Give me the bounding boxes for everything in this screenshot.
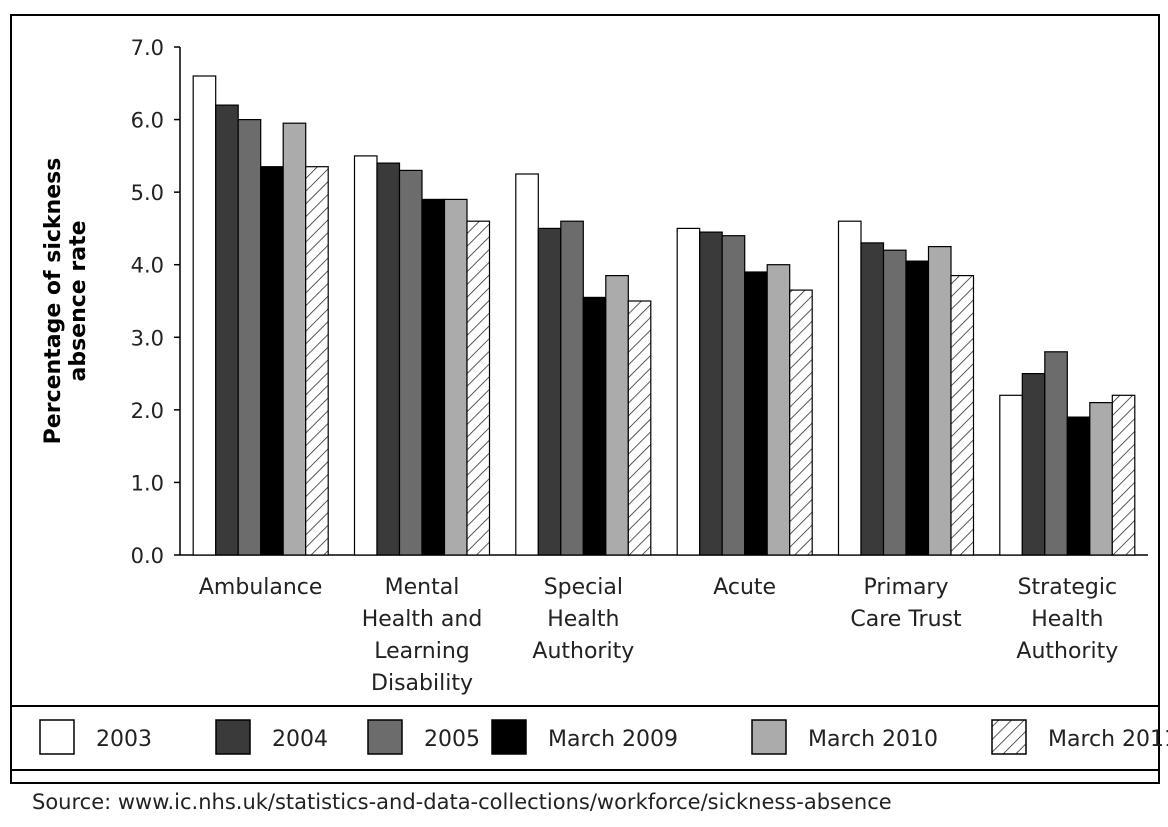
y-axis: 0.0 1.0 2.0 3.0 4.0 5.0 6.0 7.0 Percentage of si…	[41, 36, 1148, 568]
legend: 2003 2004 2005 March 2009 March 2010 March 20…	[12, 705, 1168, 771]
bar-2005	[1044, 351, 1068, 556]
y-tick-label: 5.0	[131, 181, 164, 205]
bar-march-2010	[766, 264, 791, 556]
bar-2003	[192, 75, 217, 556]
bar-2003	[999, 394, 1023, 556]
legend-label: 2005	[424, 727, 480, 752]
bar-march-2011	[305, 166, 329, 556]
bar-2003	[353, 155, 378, 556]
bar-march-2010	[1089, 402, 1113, 556]
bar-2003	[515, 173, 539, 556]
figure-frame	[10, 14, 1160, 784]
y-tick-label: 0.0	[131, 544, 164, 568]
x-category-label: Acute	[713, 575, 776, 600]
y-tick-label: 6.0	[131, 109, 164, 133]
bar-march-2009	[260, 166, 284, 556]
bar-march-2009	[905, 260, 930, 556]
bar-march-2011	[627, 300, 652, 556]
x-category-label: Learning	[374, 639, 470, 664]
x-category-label: Health	[1031, 607, 1103, 632]
bar-2004	[1021, 373, 1046, 556]
bar-march-2009	[744, 271, 768, 556]
bar-march-2009	[582, 296, 607, 556]
bar-march-2011	[466, 220, 491, 556]
x-category-label: Authority	[1016, 639, 1118, 664]
bar-march-2009	[1066, 416, 1091, 556]
x-category-label: Primary	[863, 575, 948, 600]
legend-label: March 2009	[548, 727, 678, 752]
x-category-label: Ambulance	[199, 575, 323, 600]
bar-2005	[398, 169, 423, 556]
y-tick-label: 4.0	[131, 254, 164, 278]
y-axis-title: Percentage of sicknessabsence rate	[41, 158, 91, 445]
legend-swatch	[991, 719, 1027, 755]
x-category-label: Health and	[362, 607, 483, 632]
y-tick-label: 1.0	[131, 471, 164, 495]
bar-march-2010	[282, 122, 307, 556]
bar-march-2010	[605, 275, 629, 556]
legend-label: 2004	[272, 727, 328, 752]
x-category-label: Health	[547, 607, 619, 632]
x-category-label: Strategic	[1018, 575, 1117, 600]
legend-swatch	[39, 719, 75, 755]
bar-2003	[837, 220, 862, 556]
bars	[192, 75, 1136, 556]
x-category-label: Special	[544, 575, 623, 600]
bar-2003	[676, 227, 701, 556]
bar-2004	[860, 242, 885, 556]
x-axis-labels: Ambulance Mental Health and Learning Disabil…	[199, 575, 1118, 696]
legend-label: March 2010	[808, 727, 938, 752]
bar-2004	[376, 162, 401, 556]
legend-swatch	[751, 719, 787, 755]
y-tick-label: 3.0	[131, 326, 164, 350]
x-category-label: Disability	[371, 671, 473, 696]
bar-2004	[537, 227, 562, 556]
y-tick-label: 7.0	[131, 36, 164, 60]
legend-label: March 2011	[1048, 727, 1168, 752]
bar-march-2010	[443, 198, 468, 556]
legend-swatch	[491, 719, 527, 755]
bar-2005	[882, 249, 907, 556]
legend-swatch	[215, 719, 251, 755]
bar-march-2011	[950, 275, 975, 556]
bar-march-2011	[789, 289, 813, 556]
bar-march-2010	[927, 246, 952, 556]
x-category-label: Care Trust	[850, 607, 962, 632]
bar-2005	[721, 235, 746, 556]
x-category-label: Mental	[385, 575, 460, 600]
y-tick-label: 2.0	[131, 399, 164, 423]
bar-2004	[699, 231, 723, 556]
bar-march-2011	[1111, 394, 1136, 556]
bar-march-2009	[421, 198, 446, 556]
bar-2005	[237, 118, 262, 556]
bar-2005	[560, 220, 584, 556]
legend-swatch	[367, 719, 403, 755]
x-category-label: Authority	[532, 639, 634, 664]
source-note: Source: www.ic.nhs.uk/statistics-and-dat…	[32, 790, 892, 814]
bar-2004	[215, 104, 239, 556]
legend-label: 2003	[96, 727, 152, 752]
